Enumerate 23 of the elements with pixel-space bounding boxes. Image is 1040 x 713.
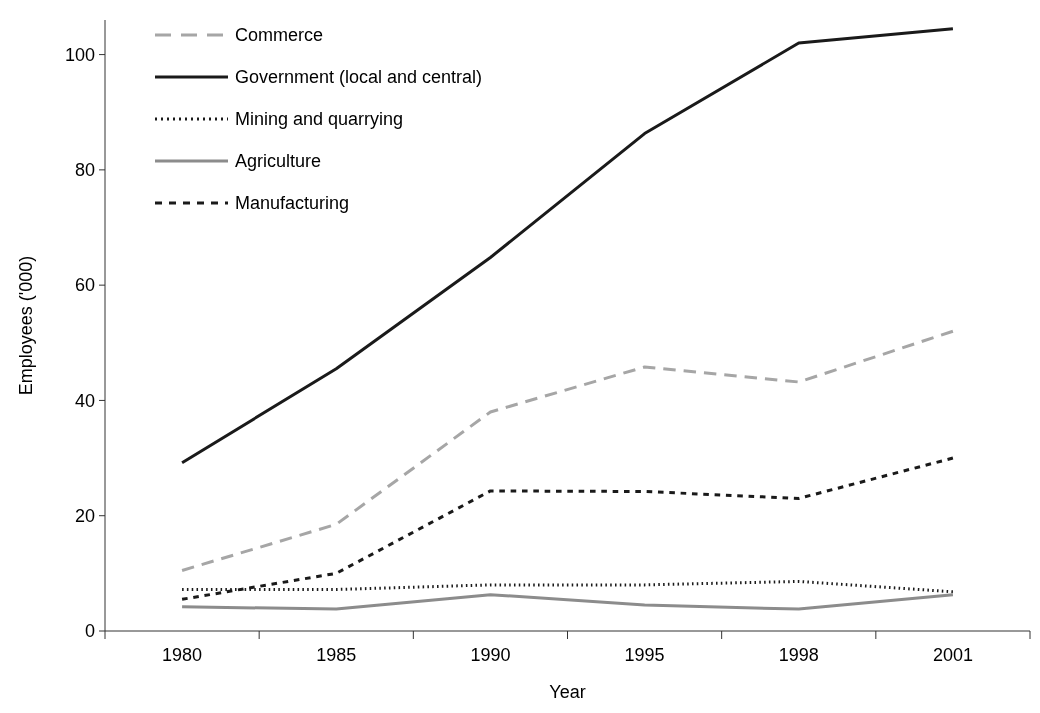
y-axis-title: Employees ('000): [16, 255, 36, 396]
legend-label: Mining and quarrying: [235, 109, 404, 130]
x-tick-label: 2001: [932, 645, 973, 665]
legend-label: Commerce: [235, 25, 324, 46]
line-series: [180, 456, 955, 601]
x-tick-label: 1990: [470, 645, 511, 665]
legend-label: Manufacturing: [235, 193, 350, 214]
y-tick-label: 80: [74, 160, 95, 181]
legend-label: Government (local and central): [235, 67, 483, 88]
y-tick-label: 100: [64, 44, 95, 65]
line-series: [180, 329, 955, 572]
x-tick-label: 1995: [624, 645, 665, 665]
y-tick-label: 60: [74, 275, 95, 296]
legend-label: Agriculture: [235, 151, 322, 172]
x-tick-label: 1985: [316, 645, 357, 665]
y-tick-label: 40: [74, 390, 95, 411]
y-tick-label: 0: [84, 621, 95, 642]
x-axis-title: Year: [549, 682, 586, 702]
y-tick-label: 20: [74, 506, 95, 527]
x-tick-label: 1998: [778, 645, 819, 665]
line-series: [180, 593, 955, 611]
line-series: [180, 27, 955, 465]
x-tick-label: 1980: [162, 645, 203, 665]
